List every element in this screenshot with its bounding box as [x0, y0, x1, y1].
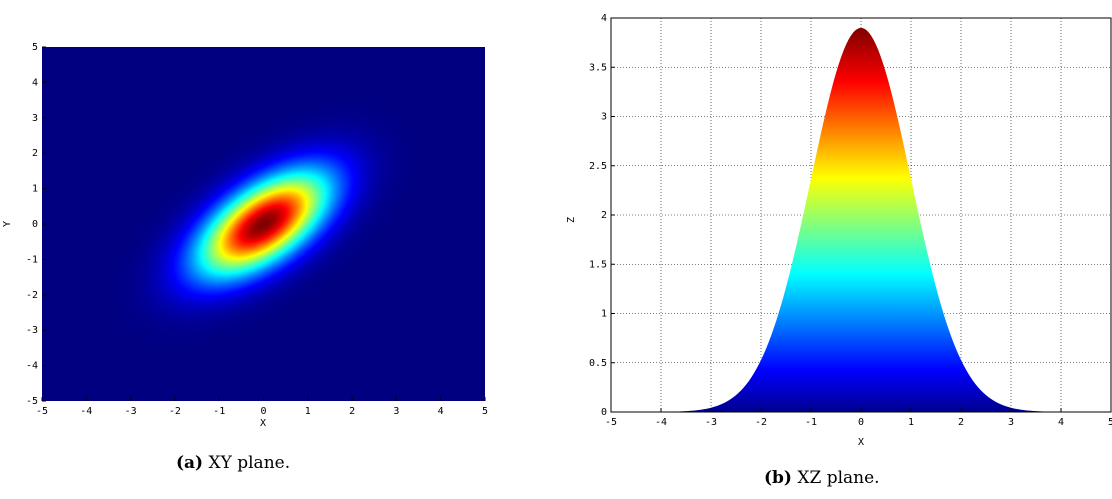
x-tick-label: -3	[705, 417, 717, 428]
caption-a-tag: (a)	[176, 453, 204, 473]
caption-a-text: XY plane.	[203, 453, 291, 473]
area-fill	[611, 27, 1111, 412]
x-tick-label: 4	[1058, 417, 1064, 428]
caption-b-tag: (b)	[764, 468, 792, 488]
x-tick-label: -1	[213, 406, 225, 417]
y-tick-label: 3.5	[589, 62, 607, 73]
x-tick-label: -2	[755, 417, 767, 428]
y-tick-label: -2	[26, 290, 38, 301]
x-tick-label: 5	[482, 406, 488, 417]
x-tick-label: 3	[393, 406, 399, 417]
x-tick-label: 4	[438, 406, 444, 417]
y-tick-label: -5	[26, 396, 38, 407]
x-axis-label: X	[858, 437, 864, 448]
y-tick-label: 2	[601, 210, 607, 221]
y-axis-label: Z	[566, 217, 577, 223]
y-tick-label: 2.5	[589, 161, 607, 172]
y-tick-label: -4	[26, 361, 38, 372]
y-tick-label: 4	[601, 13, 607, 24]
x-tick-label: 1	[305, 406, 311, 417]
x-axis-label: X	[260, 418, 266, 429]
caption-a: (a) XY plane.	[176, 453, 290, 473]
caption-b: (b) XZ plane.	[764, 468, 880, 488]
caption-b-text: XZ plane.	[791, 468, 880, 488]
y-tick-label: 3	[32, 113, 38, 124]
x-tick-label: -5	[36, 406, 48, 417]
x-tick-label: 0	[260, 406, 266, 417]
x-tick-label: 2	[958, 417, 964, 428]
x-tick-label: -4	[655, 417, 667, 428]
x-tick-label: -2	[169, 406, 181, 417]
y-tick-label: 1	[32, 184, 38, 195]
x-tick-label: -3	[125, 406, 137, 417]
y-axis-label: Y	[2, 221, 13, 227]
y-tick-label: 0	[32, 219, 38, 230]
heatmap-image	[42, 47, 485, 401]
y-tick-label: -1	[26, 254, 38, 265]
y-tick-label: 4	[32, 77, 38, 88]
x-tick-label: 0	[858, 417, 864, 428]
x-tick-label: 2	[349, 406, 355, 417]
y-tick-label: 1.5	[589, 259, 607, 270]
y-tick-label: 0	[601, 407, 607, 418]
y-tick-label: 5	[32, 42, 38, 53]
x-tick-label: -4	[80, 406, 92, 417]
x-tick-label: -5	[605, 417, 617, 428]
xy-heatmap-chart: -5 -4 -3 -2 -1 0 1 2 3 4 5 -5 -4 -3 -2 -1 0 1 2 3 4 5 X Y	[2, 42, 488, 429]
x-tick-label: 3	[1008, 417, 1014, 428]
y-tick-label: 0.5	[589, 358, 607, 369]
y-tick-label: 1	[601, 309, 607, 320]
xz-area-chart: -5 -4 -3 -2 -1 0 1 2 3 4 5 0 0.5 1 1.5 2 2.5 3 3.5 4 X Z	[566, 13, 1112, 448]
y-tick-label: -3	[26, 325, 38, 336]
x-tick-label: 5	[1108, 417, 1112, 428]
y-tick-label: 2	[32, 148, 38, 159]
y-tick-label: 3	[601, 112, 607, 123]
x-tick-label: 1	[908, 417, 914, 428]
x-tick-label: -1	[805, 417, 817, 428]
